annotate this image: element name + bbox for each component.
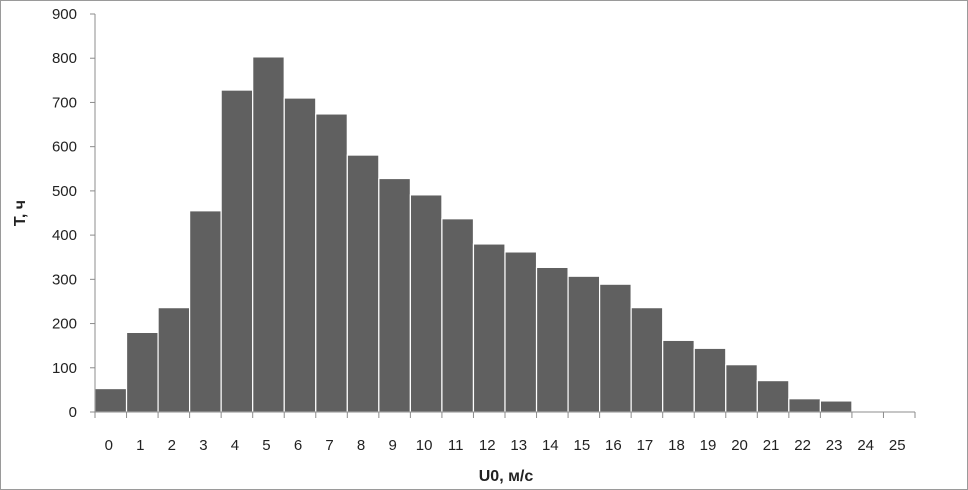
bar-3 — [189, 210, 222, 413]
y-tick-label: 800 — [52, 50, 77, 67]
axes-layer — [90, 13, 916, 418]
x-tick-label: 13 — [510, 437, 527, 454]
bar-17 — [630, 307, 664, 413]
bars-layer — [94, 56, 853, 413]
x-tick-label: 5 — [262, 437, 270, 454]
x-tick-label: 9 — [388, 437, 396, 454]
x-tick-label: 23 — [826, 437, 843, 454]
y-tick-label: 200 — [52, 316, 77, 333]
y-tick-label: 900 — [52, 6, 77, 23]
bar-21 — [756, 380, 790, 413]
bar-6 — [283, 97, 317, 413]
bar-15 — [567, 275, 601, 413]
x-tick-label: 11 — [448, 437, 464, 454]
x-tick-label: 1 — [136, 437, 144, 454]
x-tick-label: 0 — [105, 437, 113, 454]
x-tick-label: 15 — [574, 437, 591, 454]
x-tick-label: 21 — [763, 437, 780, 454]
bar-2 — [157, 307, 191, 413]
x-tick-label: 25 — [889, 437, 906, 454]
y-axis-title: T, ч — [12, 200, 29, 226]
x-tick-label: 24 — [857, 437, 874, 454]
x-tick-label: 17 — [637, 437, 654, 454]
bar-19 — [693, 347, 727, 413]
x-tick-label: 8 — [357, 437, 365, 454]
x-tick-label: 6 — [294, 437, 302, 454]
y-tick-label: 700 — [52, 94, 77, 111]
bar-12 — [472, 243, 506, 413]
y-tick-labels: 0 100 200 300 400 500 600 700 800 900 — [52, 6, 77, 421]
bar-11 — [441, 218, 475, 413]
bar-16 — [599, 283, 632, 413]
x-tick-label: 10 — [416, 437, 433, 454]
bar-14 — [535, 266, 569, 413]
bar-5 — [252, 56, 285, 413]
bar-7 — [315, 113, 348, 413]
y-tick-label: 0 — [69, 404, 77, 421]
x-tick-label: 22 — [794, 437, 811, 454]
bar-9 — [378, 177, 411, 413]
bar-22 — [788, 398, 821, 413]
x-axis-title: U0, м/с — [479, 468, 534, 485]
y-tick-label: 400 — [52, 227, 77, 244]
bar-4 — [220, 89, 254, 413]
y-tick-label: 500 — [52, 183, 77, 200]
bar-18 — [662, 339, 695, 413]
y-tick-label: 100 — [52, 360, 77, 377]
y-tick-label: 300 — [52, 271, 77, 288]
bar-1 — [125, 331, 159, 413]
x-tick-label: 19 — [700, 437, 717, 454]
x-tick-label: 7 — [325, 437, 333, 454]
x-tick-label: 20 — [731, 437, 748, 454]
x-tick-label: 2 — [168, 437, 176, 454]
bar-23 — [819, 400, 853, 413]
x-tick-label: 18 — [668, 437, 685, 454]
bar-0 — [94, 387, 128, 413]
x-tick-label: 12 — [479, 437, 496, 454]
bar-10 — [409, 194, 443, 413]
bar-8 — [346, 154, 380, 413]
x-tick-label: 14 — [542, 437, 559, 454]
x-tick-label: 3 — [199, 437, 207, 454]
x-tick-labels: 0 1 2 3 4 5 6 7 8 9 10 11 12 13 14 15 16 17 18 19 20 21 22 23 24… — [105, 437, 906, 454]
bar-13 — [504, 251, 538, 413]
y-tick-label: 600 — [52, 139, 77, 156]
x-tick-label: 4 — [231, 437, 239, 454]
bar-20 — [725, 364, 758, 413]
x-tick-label: 16 — [605, 437, 622, 454]
